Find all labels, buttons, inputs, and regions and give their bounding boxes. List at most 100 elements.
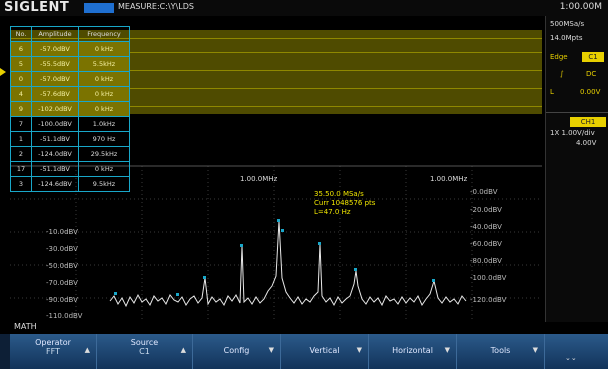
trigger-type: Edge bbox=[550, 53, 568, 61]
table-header: No. bbox=[10, 26, 32, 42]
title-bar: SIGLENT MEASURE:C:\Y\LDS 1:00.00M bbox=[0, 0, 608, 16]
table-cell: 0 kHz bbox=[78, 161, 130, 177]
menu-value: C1 bbox=[139, 347, 150, 356]
table-cell: 7 bbox=[10, 116, 32, 132]
db-label-right: -80.0dBV bbox=[470, 257, 502, 265]
table-cell: -51.1dBV bbox=[31, 131, 79, 147]
table-cell: 970 Hz bbox=[78, 131, 130, 147]
table-cell: -51.1dBV bbox=[31, 161, 79, 177]
table-cell: -57.6dBV bbox=[31, 86, 79, 102]
trigger-level-label: L bbox=[550, 88, 554, 96]
menu-label: Horizontal bbox=[392, 346, 433, 355]
table-row: 2 -124.0dBV 29.5kHz bbox=[10, 146, 130, 162]
table-cell: -55.5dBV bbox=[31, 56, 79, 72]
channel-badge[interactable]: CH1 bbox=[570, 117, 606, 127]
table-cell: 5.5kHz bbox=[78, 56, 130, 72]
table-row: 6 -57.0dBV 0 kHz bbox=[10, 41, 130, 57]
table-cell: -124.6dBV bbox=[31, 176, 79, 192]
table-cell: -57.0dBV bbox=[31, 41, 79, 57]
arrow-up-icon: ▲ bbox=[84, 346, 90, 354]
trigger-level-value: 0.00V bbox=[580, 88, 601, 96]
vertical-button[interactable]: Vertical ▼ bbox=[281, 334, 369, 369]
table-row: 3 -124.6dBV 9.5kHz bbox=[10, 176, 130, 192]
arrow-down-icon: ▼ bbox=[268, 346, 274, 354]
channel-offset: 4.00V bbox=[576, 139, 597, 147]
table-cell: 17 bbox=[10, 161, 32, 177]
marker-line: 35.50.0 MSa/s bbox=[314, 190, 364, 198]
menu-label: Source bbox=[130, 338, 159, 347]
more-button[interactable]: ⌄⌄ bbox=[545, 334, 608, 369]
table-cell: -100.0dBV bbox=[31, 116, 79, 132]
ch1-offset-marker-icon[interactable] bbox=[0, 68, 6, 76]
menu-label: Tools bbox=[490, 346, 511, 355]
table-cell: 4 bbox=[10, 86, 32, 102]
config-button[interactable]: Config ▼ bbox=[193, 334, 281, 369]
db-label-left: -30.0dBV bbox=[46, 245, 78, 253]
math-label: MATH bbox=[14, 322, 37, 331]
marker-line: Curr 1048576 pts bbox=[314, 199, 376, 207]
db-label-left: -110.0dBV bbox=[46, 312, 83, 320]
table-cell: 0 kHz bbox=[78, 71, 130, 87]
table-cell: 0 bbox=[10, 71, 32, 87]
table-cell: -57.0dBV bbox=[31, 71, 79, 87]
fft-spectrum-trace bbox=[109, 220, 467, 308]
table-row: 1 -51.1dBV 970 Hz bbox=[10, 131, 130, 147]
menu-label: Config bbox=[223, 346, 250, 355]
db-label-right: -100.0dBV bbox=[470, 274, 507, 282]
waveform-area[interactable]: No. Amplitude Frequency 6 -57.0dBV 0 kHz 5… bbox=[0, 16, 545, 322]
table-cell: 0 kHz bbox=[78, 101, 130, 117]
operator-button[interactable]: Operator FFT ▲ bbox=[10, 334, 97, 369]
table-row: 5 -55.5dBV 5.5kHz bbox=[10, 56, 130, 72]
table-row: 4 -57.6dBV 0 kHz bbox=[10, 86, 130, 102]
table-cell: 0 kHz bbox=[78, 41, 130, 57]
arrow-down-icon: ▼ bbox=[444, 346, 450, 354]
status-badge bbox=[84, 3, 114, 13]
channel-scale: 1X 1.00V/div bbox=[550, 129, 595, 137]
db-label-right: -60.0dBV bbox=[470, 240, 502, 248]
table-header: Frequency bbox=[78, 26, 130, 42]
center-freq-label: 1.00.0MHz bbox=[240, 175, 278, 183]
siglent-logo: SIGLENT bbox=[4, 0, 70, 15]
table-cell: 9.5kHz bbox=[78, 176, 130, 192]
db-label-right: -40.0dBV bbox=[470, 223, 502, 231]
menu-value: FFT bbox=[46, 347, 60, 356]
horizontal-button[interactable]: Horizontal ▼ bbox=[369, 334, 457, 369]
table-cell: 3 bbox=[10, 176, 32, 192]
table-row: 7 -100.0dBV 1.0kHz bbox=[10, 116, 130, 132]
table-cell: -102.0dBV bbox=[31, 101, 79, 117]
marker-readout: 35.50.0 MSa/s Curr 1048576 pts L=47.0 Hz bbox=[314, 190, 375, 217]
table-cell: 1 bbox=[10, 131, 32, 147]
table-row: 17 -51.1dBV 0 kHz bbox=[10, 161, 130, 177]
table-cell: 1.0kHz bbox=[78, 116, 130, 132]
arrow-down-icon: ▼ bbox=[356, 346, 362, 354]
table-cell: 6 bbox=[10, 41, 32, 57]
table-cell: 5 bbox=[10, 56, 32, 72]
right-info-panel: 500MSa/s 14.0Mpts Edge C1 ∫ DC L 0.00V C… bbox=[545, 16, 608, 322]
table-cell: 2 bbox=[10, 146, 32, 162]
menu-label: Operator bbox=[35, 338, 71, 347]
table-row: 9 -102.0dBV 0 kHz bbox=[10, 101, 130, 117]
trigger-slope-icon: ∫ bbox=[560, 70, 564, 78]
source-button[interactable]: Source C1 ▲ bbox=[97, 334, 193, 369]
table-cell: 0 kHz bbox=[78, 86, 130, 102]
table-cell: 9 bbox=[10, 101, 32, 117]
timebase-readout: 1:00.00M bbox=[559, 2, 602, 12]
table-cell: -124.0dBV bbox=[31, 146, 79, 162]
db-label-left: -10.0dBV bbox=[46, 228, 78, 236]
center-freq-label: 1.00.0MHz bbox=[430, 175, 468, 183]
harmonic-table: No. Amplitude Frequency 6 -57.0dBV 0 kHz 5… bbox=[10, 26, 130, 192]
table-row: 0 -57.0dBV 0 kHz bbox=[10, 71, 130, 87]
sample-rate: 500MSa/s bbox=[550, 20, 585, 28]
db-label-right: -20.0dBV bbox=[470, 206, 502, 214]
trigger-coupling: DC bbox=[586, 70, 597, 78]
marker-line: L=47.0 Hz bbox=[314, 208, 351, 216]
table-header-row: No. Amplitude Frequency bbox=[10, 26, 130, 42]
db-label-left: -70.0dBV bbox=[46, 279, 78, 287]
trigger-source-badge: C1 bbox=[582, 52, 604, 62]
arrow-up-icon: ▲ bbox=[180, 346, 186, 354]
memory-depth: 14.0Mpts bbox=[550, 34, 583, 42]
menu-label: Vertical bbox=[309, 346, 340, 355]
tools-button[interactable]: Tools ▼ bbox=[457, 334, 545, 369]
db-label-right: -120.0dBV bbox=[470, 296, 507, 304]
double-down-icon: ⌄⌄ bbox=[565, 354, 577, 362]
